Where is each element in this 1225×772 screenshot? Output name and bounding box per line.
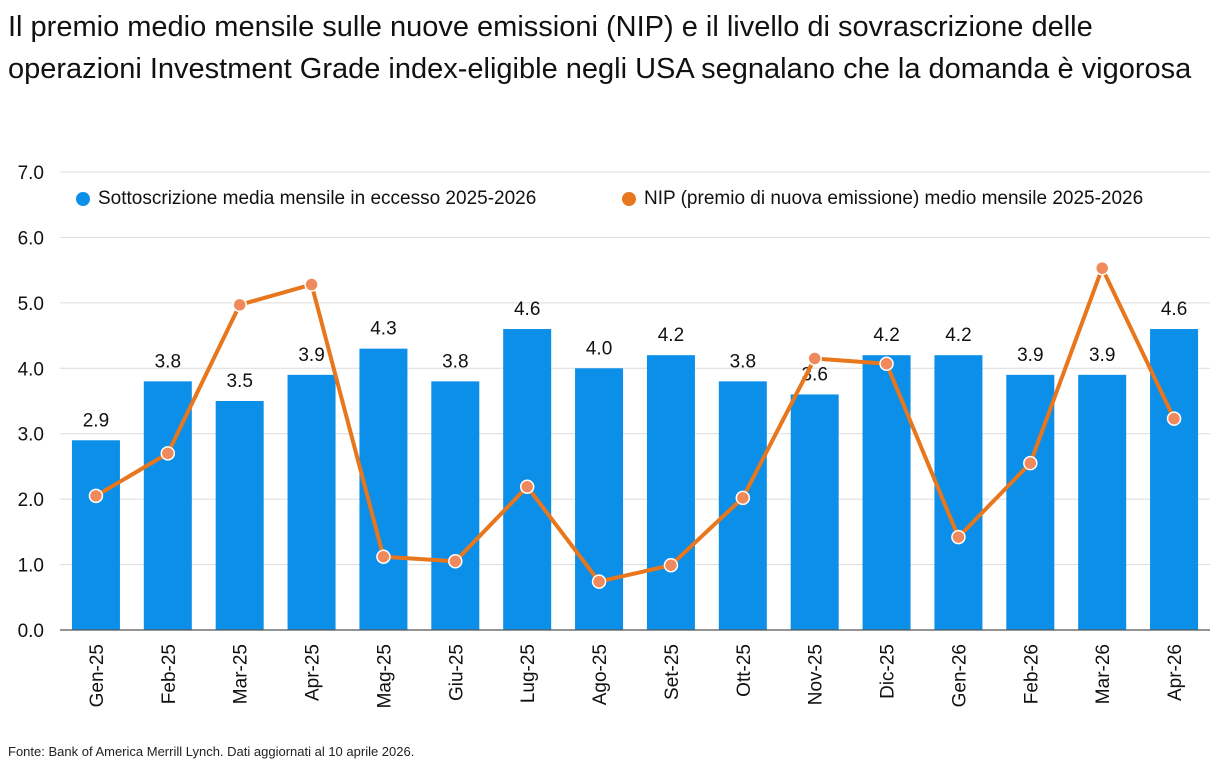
y-tick-label: 7.0: [18, 163, 44, 184]
y-tick-label: 5.0: [18, 294, 44, 315]
x-tick-label: Lug-25: [518, 644, 539, 703]
legend-bar-marker: [76, 192, 90, 206]
legend-item-bars: Sottoscrizione media mensile in eccesso …: [76, 188, 536, 210]
bar-data-label: 3.8: [155, 351, 181, 372]
bar: [431, 381, 480, 630]
nip-point: [879, 356, 894, 371]
nip-point: [1166, 411, 1182, 426]
legend-line-marker: [622, 192, 636, 206]
bar-data-label: 4.6: [514, 299, 540, 320]
nip-point: [88, 488, 104, 504]
x-tick-label: Feb-26: [1021, 644, 1042, 704]
bar-data-label: 4.0: [586, 338, 612, 359]
bar-data-label: 4.2: [873, 325, 899, 346]
nip-point: [735, 490, 751, 506]
x-tick-label: Feb-25: [159, 644, 180, 704]
x-axis: Gen-25 Feb-25 Mar-25 Apr-25 Mag-25 Giu-25 Lug-…: [60, 629, 1210, 708]
bar: [287, 374, 336, 630]
legend-line-label: NIP (premio di nuova emissione) medio me…: [644, 188, 1144, 209]
source-note: Fonte: Bank of America Merrill Lynch. Da…: [8, 744, 415, 759]
x-tick-label: Set-25: [662, 644, 683, 700]
nip-line: [94, 266, 1176, 584]
legend-bar-label: Sottoscrizione media mensile in eccesso …: [98, 188, 537, 209]
bar-data-label: 4.2: [658, 325, 684, 346]
chart-title: Il premio medio mensile sulle nuove emis…: [8, 11, 1192, 85]
bar-data-label: 4.2: [945, 325, 971, 346]
legend-item-line: NIP (premio di nuova emissione) medio me…: [622, 188, 1143, 210]
x-tick-label: Giu-25: [446, 644, 467, 701]
y-tick-label: 2.0: [18, 490, 44, 511]
y-tick-label: 0.0: [18, 621, 44, 642]
x-tick-label: Mar-26: [1093, 644, 1114, 704]
x-tick-label: Apr-26: [1165, 644, 1186, 701]
y-tick-label: 4.0: [18, 359, 44, 380]
nip-point: [376, 549, 391, 564]
bar: [862, 355, 911, 630]
nip-point: [663, 557, 679, 573]
bar-data-label: 4.3: [370, 319, 396, 340]
bar-data-label: 2.9: [83, 410, 109, 431]
x-tick-label: Dic-25: [878, 644, 899, 699]
nip-point: [951, 529, 966, 545]
bar: [215, 401, 264, 630]
bar: [790, 394, 839, 630]
nip-point: [232, 297, 247, 313]
bar: [934, 355, 983, 630]
x-tick-label: Mar-25: [231, 644, 252, 704]
bar: [71, 440, 120, 630]
bar: [1078, 374, 1127, 630]
x-tick-label: Gen-26: [949, 644, 970, 707]
bar: [646, 355, 695, 630]
y-tick-label: 1.0: [18, 556, 44, 577]
nip-point: [160, 446, 176, 461]
bar-data-label: 3.9: [298, 345, 324, 366]
bar: [718, 381, 767, 630]
bar-data-label: 3.9: [1089, 345, 1115, 366]
bar-series: [71, 329, 1199, 630]
nip-point: [807, 351, 822, 366]
nip-point: [1094, 260, 1110, 276]
chart-canvas: 0.0 1.0 2.0 3.0 4.0 5.0 6.0 7.0 2.9 3.8 3.5 3.9 4.3…: [18, 163, 1210, 708]
bar-data-labels: 2.93.83.53.94.33.84.64.04.23.83.64.2 4.23…: [83, 299, 1188, 431]
bar-data-label: 3.8: [730, 351, 756, 372]
bar: [575, 368, 624, 630]
x-tick-label: Gen-25: [87, 644, 108, 707]
x-tick-label: Mag-25: [374, 644, 395, 708]
nip-point: [448, 554, 463, 569]
y-tick-label: 6.0: [18, 228, 44, 249]
nip-point: [591, 574, 607, 589]
nip-point: [304, 277, 319, 292]
nip-point: [1023, 455, 1038, 471]
bar-data-label: 3.9: [1017, 345, 1043, 366]
bar-data-label: 3.8: [442, 351, 468, 372]
x-tick-label: Nov-25: [806, 644, 827, 705]
bar-data-label: 4.6: [1161, 299, 1187, 320]
x-tick-label: Apr-25: [303, 644, 324, 701]
y-tick-label: 3.0: [18, 425, 44, 446]
bar: [1150, 329, 1199, 630]
x-tick-label: Ott-25: [734, 644, 755, 697]
x-tick-label: Ago-25: [590, 644, 611, 705]
y-axis: 0.0 1.0 2.0 3.0 4.0 5.0 6.0 7.0: [18, 163, 44, 642]
line-series: [88, 260, 1182, 589]
nip-point: [519, 479, 535, 494]
bar-data-label: 3.5: [226, 371, 252, 392]
